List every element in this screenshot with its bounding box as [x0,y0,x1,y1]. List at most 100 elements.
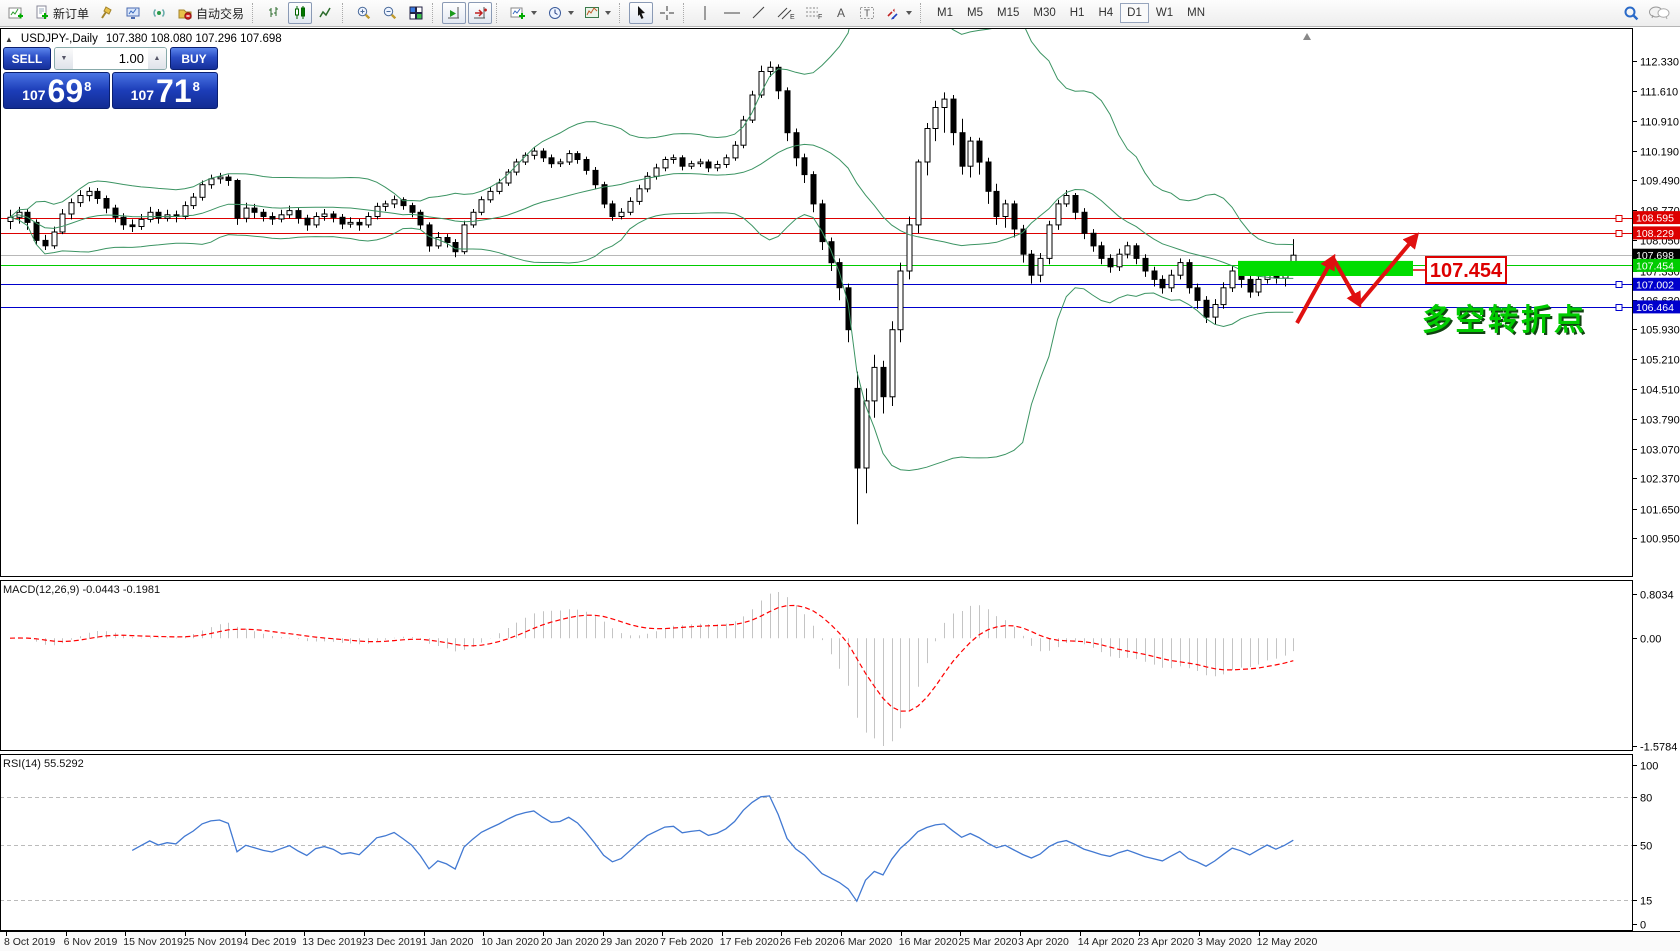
candlestick-chart-icon [295,6,306,19]
template-icon [585,7,600,18]
templates-button[interactable] [580,2,615,24]
rsi-canvas[interactable]: 100 80 50 15 0 [0,754,1680,932]
volume-up-arrow[interactable]: ▲ [148,48,166,69]
date-label: 25 Mar 2020 [958,936,1018,948]
svg-text:0.8034: 0.8034 [1640,590,1674,602]
line-chart-button[interactable] [314,2,338,24]
date-tick [244,932,246,936]
trendline-button[interactable] [747,2,771,24]
text-label-button[interactable]: T [855,2,879,24]
zoom-out-icon [383,6,397,20]
strategy-tester-button[interactable] [121,2,145,24]
macd-indicator-pane[interactable]: MACD(12,26,9) -0.0443 -0.1981 0.8034 0.00… [0,580,1680,754]
arrows-tool-button[interactable] [881,2,916,24]
rsi-indicator-pane[interactable]: RSI(14) 55.5292 100 80 50 15 0 [0,754,1680,932]
sell-price-button[interactable]: 107 69 8 [3,72,110,109]
dropdown-caret-icon [531,11,538,15]
signals-button[interactable] [147,2,171,24]
date-label: 23 Dec 2019 [361,936,422,948]
one-click-trading-panel: SELL ▼ ▲ BUY 107 69 8 107 71 8 [3,47,218,109]
auto-scroll-icon [448,7,460,19]
clock-icon [549,7,562,19]
crosshair-icon [660,6,675,20]
indicators-button[interactable] [506,2,541,24]
date-axis[interactable]: 8 Oct 2019 6 Nov 2019 15 Nov 2019 25 Nov 20… [0,931,1680,951]
buy-price-button[interactable]: 107 71 8 [111,72,218,109]
sell-button[interactable]: SELL [3,47,51,70]
price-chart-canvas[interactable]: 107.454多空转折点多空转折点112.330111.610110.91011… [0,0,1680,577]
new-order-label: 新订单 [53,6,90,21]
timeframe-button-m30[interactable]: M30 [1033,7,1056,19]
timeframe-button-m1[interactable]: M1 [937,7,954,19]
date-tick [602,932,604,936]
new-order-button[interactable]: 新订单 [30,2,93,24]
date-tick [960,932,962,936]
volume-down-arrow[interactable]: ▼ [55,48,73,69]
date-label: 3 Apr 2020 [1018,936,1069,948]
buy-button[interactable]: BUY [170,47,218,70]
dropdown-caret-icon [605,11,612,15]
macd-canvas[interactable]: 0.8034 0.00 -1.5784 [0,580,1680,754]
date-label: 7 Feb 2020 [660,936,714,948]
svg-text:108.229: 108.229 [1636,228,1674,240]
zoom-in-button[interactable] [352,2,376,24]
chat-community-icon[interactable] [1648,5,1670,21]
svg-text:100: 100 [1640,761,1658,773]
date-label: 16 Mar 2020 [898,936,958,948]
periods-button[interactable] [543,2,578,24]
date-tick [1079,932,1081,936]
timeframe-button-mn[interactable]: MN [1187,7,1205,19]
timeframe-button-d1[interactable]: D1 [1120,3,1149,23]
text-tool-button[interactable]: A [829,2,853,24]
date-label: 14 Apr 2020 [1077,936,1135,948]
search-icon[interactable] [1623,5,1640,22]
date-tick [841,932,843,936]
date-tick [125,932,127,936]
timeframe-button-m5[interactable]: M5 [967,7,983,19]
timeframe-button-h4[interactable]: H4 [1098,7,1114,19]
sell-price-point: 8 [84,79,92,94]
candlestick-chart-button[interactable] [288,2,313,24]
cursor-button[interactable] [629,2,654,24]
tester-monitor-icon [126,7,140,19]
price-chart-pane[interactable]: 107.454 多空转折点 多空转折点 112.330 111.610 110.910 11… [0,0,1680,577]
fibonacci-button[interactable]: F [801,2,827,24]
date-label: 8 Oct 2019 [4,936,56,948]
sell-price-figure: 107 [22,87,46,103]
timeframe-button-w1[interactable]: W1 [1155,7,1174,19]
svg-text:103.790: 103.790 [1640,415,1680,427]
date-tick [304,932,306,936]
date-label: 6 Mar 2020 [839,936,893,948]
panel-collapse-arrow-icon[interactable]: ▲ [5,34,13,44]
auto-trading-icon [178,9,192,20]
date-label: 20 Jan 2020 [540,936,599,948]
date-tick [1139,932,1141,936]
volume-input[interactable] [73,48,148,69]
date-tick [483,932,485,936]
auto-scroll-button[interactable] [442,2,467,24]
vertical-line-button[interactable] [693,2,717,24]
date-tick [423,932,425,936]
zoom-out-button[interactable] [378,2,402,24]
toolbar-separator [432,3,437,23]
metaeditor-button[interactable] [95,2,119,24]
date-label: 1 Jan 2020 [421,936,474,948]
fibonacci-icon: F [806,7,822,21]
tile-windows-button[interactable] [404,2,428,24]
timeframe-button-m15[interactable]: M15 [997,7,1020,19]
equidistant-channel-button[interactable]: E [773,2,799,24]
chart-shift-button[interactable] [468,2,493,24]
main-toolbar: 新订单 自动交易 [0,0,1680,27]
horizontal-line-button[interactable] [719,2,745,24]
text-label-icon: T [860,7,875,20]
vertical-line-icon [704,6,706,20]
crosshair-button[interactable] [655,2,679,24]
date-tick [65,932,67,936]
auto-trading-button[interactable]: 自动交易 [173,2,248,24]
new-chart-button[interactable] [4,2,28,24]
timeframe-button-h1[interactable]: H1 [1069,7,1085,19]
bar-chart-button[interactable] [262,2,286,24]
svg-text:105.210: 105.210 [1640,355,1680,367]
svg-text:109.490: 109.490 [1640,176,1680,188]
svg-text:0.00: 0.00 [1640,634,1661,646]
